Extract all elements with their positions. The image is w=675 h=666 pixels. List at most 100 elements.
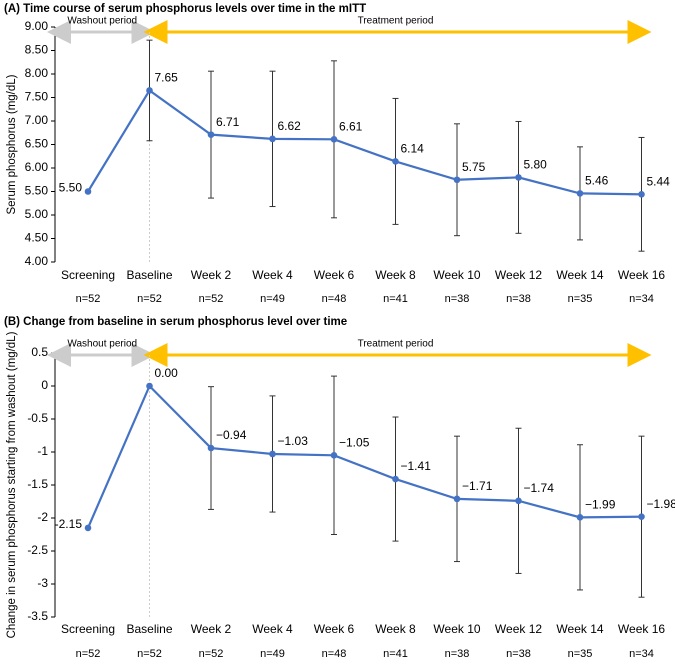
- data-point: [84, 188, 92, 195]
- y-tick-label: 0: [41, 378, 48, 392]
- x-tick-label: Week 16: [618, 622, 665, 636]
- value-label: 5.44: [647, 174, 671, 188]
- n-label: n=49: [260, 648, 285, 660]
- x-tick-label: Week 6: [314, 268, 355, 282]
- value-label: 6.61: [339, 120, 363, 134]
- y-tick-label: -1.5: [27, 477, 48, 491]
- y-tick-label: -3.5: [27, 609, 48, 623]
- data-point: [207, 131, 215, 138]
- value-label: −1.03: [278, 434, 309, 448]
- y-tick-label: 4.50: [25, 231, 49, 245]
- n-label: n=38: [445, 293, 470, 305]
- n-label: n=35: [568, 648, 593, 660]
- data-point: [269, 135, 276, 143]
- value-label: 6.62: [278, 119, 302, 133]
- data-point: [515, 497, 522, 505]
- x-tick-label: Screening: [61, 622, 115, 636]
- y-tick-label: 8.00: [25, 66, 49, 80]
- n-label: n=41: [383, 293, 408, 305]
- n-label: n=34: [629, 293, 654, 305]
- y-tick-label: -3: [37, 576, 48, 590]
- n-label: n=38: [445, 648, 470, 660]
- treatment-label: Treatment period: [358, 339, 434, 350]
- n-label: n=52: [137, 648, 162, 660]
- n-label: n=48: [322, 648, 347, 660]
- data-point: [638, 513, 645, 520]
- n-label: n=48: [322, 293, 347, 305]
- n-label: n=52: [76, 648, 101, 660]
- y-axis-label: Change in serum phosphorus starting from…: [6, 331, 18, 638]
- x-tick-label: Baseline: [126, 622, 172, 636]
- n-label: n=49: [260, 293, 285, 305]
- data-point: [207, 444, 215, 452]
- data-point: [392, 475, 399, 483]
- data-point: [453, 176, 461, 184]
- data-point: [638, 191, 645, 198]
- value-label: −0.94: [216, 428, 247, 442]
- value-label: −1.41: [401, 459, 432, 473]
- washout-label: Washout period: [67, 339, 137, 350]
- value-label: 7.65: [155, 71, 179, 85]
- value-label: 6.14: [401, 142, 425, 156]
- value-label: −1.74: [524, 481, 555, 495]
- data-point: [146, 87, 153, 94]
- y-tick-label: -1: [37, 444, 48, 458]
- data-point: [146, 382, 153, 390]
- x-tick-label: Week 8: [375, 622, 416, 636]
- y-tick-label: 7.00: [25, 113, 49, 127]
- n-label: n=52: [199, 293, 224, 305]
- y-tick-label: 5.50: [25, 184, 49, 198]
- value-label: −1.71: [462, 479, 493, 493]
- y-tick-label: 9.00: [25, 19, 49, 33]
- value-label: −1.98: [647, 497, 675, 511]
- y-tick-label: -2.5: [27, 543, 48, 557]
- x-tick-label: Baseline: [126, 268, 172, 282]
- x-tick-label: Week 2: [191, 268, 232, 282]
- n-label: n=35: [568, 293, 593, 305]
- n-label: n=52: [199, 648, 224, 660]
- value-label: 0.00: [155, 366, 179, 380]
- washout-label: Washout period: [67, 16, 137, 27]
- y-tick-label: 6.00: [25, 160, 49, 174]
- value-label: -2.15: [55, 517, 83, 531]
- value-label: 5.75: [462, 160, 486, 174]
- data-point: [576, 190, 584, 197]
- x-tick-label: Week 16: [618, 268, 665, 282]
- y-tick-label: 0.5: [31, 345, 48, 359]
- data-point: [576, 514, 584, 521]
- y-tick-label: -2: [37, 510, 48, 524]
- y-tick-label: 4.00: [25, 254, 49, 268]
- chart-title: (A) Time course of serum phosphorus leve…: [4, 3, 366, 15]
- data-point: [330, 452, 338, 459]
- x-tick-label: Week 2: [191, 622, 232, 636]
- x-tick-label: Screening: [61, 268, 115, 282]
- n-label: n=38: [506, 648, 531, 660]
- data-point: [392, 158, 399, 165]
- y-tick-label: -0.5: [27, 411, 48, 425]
- y-tick-label: 5.00: [25, 207, 49, 221]
- y-axis-label: Serum phosphorus (mg/dL): [6, 74, 18, 214]
- n-label: n=38: [506, 293, 531, 305]
- value-label: 6.71: [216, 115, 240, 129]
- x-tick-label: Week 12: [495, 268, 542, 282]
- treatment-label: Treatment period: [358, 16, 434, 27]
- n-label: n=41: [383, 648, 408, 660]
- value-label: −1.05: [339, 435, 370, 449]
- data-line: [87, 88, 642, 196]
- n-label: n=52: [137, 293, 162, 305]
- value-label: 5.50: [59, 181, 83, 195]
- x-tick-label: Week 4: [252, 622, 293, 636]
- y-tick-label: 7.50: [25, 90, 49, 104]
- data-point: [84, 524, 92, 532]
- data-point: [515, 174, 522, 181]
- x-tick-label: Week 8: [375, 268, 416, 282]
- n-label: n=52: [76, 293, 101, 305]
- x-tick-label: Week 14: [556, 622, 603, 636]
- value-label: 5.80: [524, 158, 548, 172]
- x-tick-label: Week 14: [556, 268, 603, 282]
- chart-title: (B) Change from baseline in serum phosph…: [4, 316, 347, 328]
- value-label: −1.99: [585, 498, 616, 512]
- data-point: [330, 136, 338, 143]
- value-label: 5.46: [585, 174, 609, 188]
